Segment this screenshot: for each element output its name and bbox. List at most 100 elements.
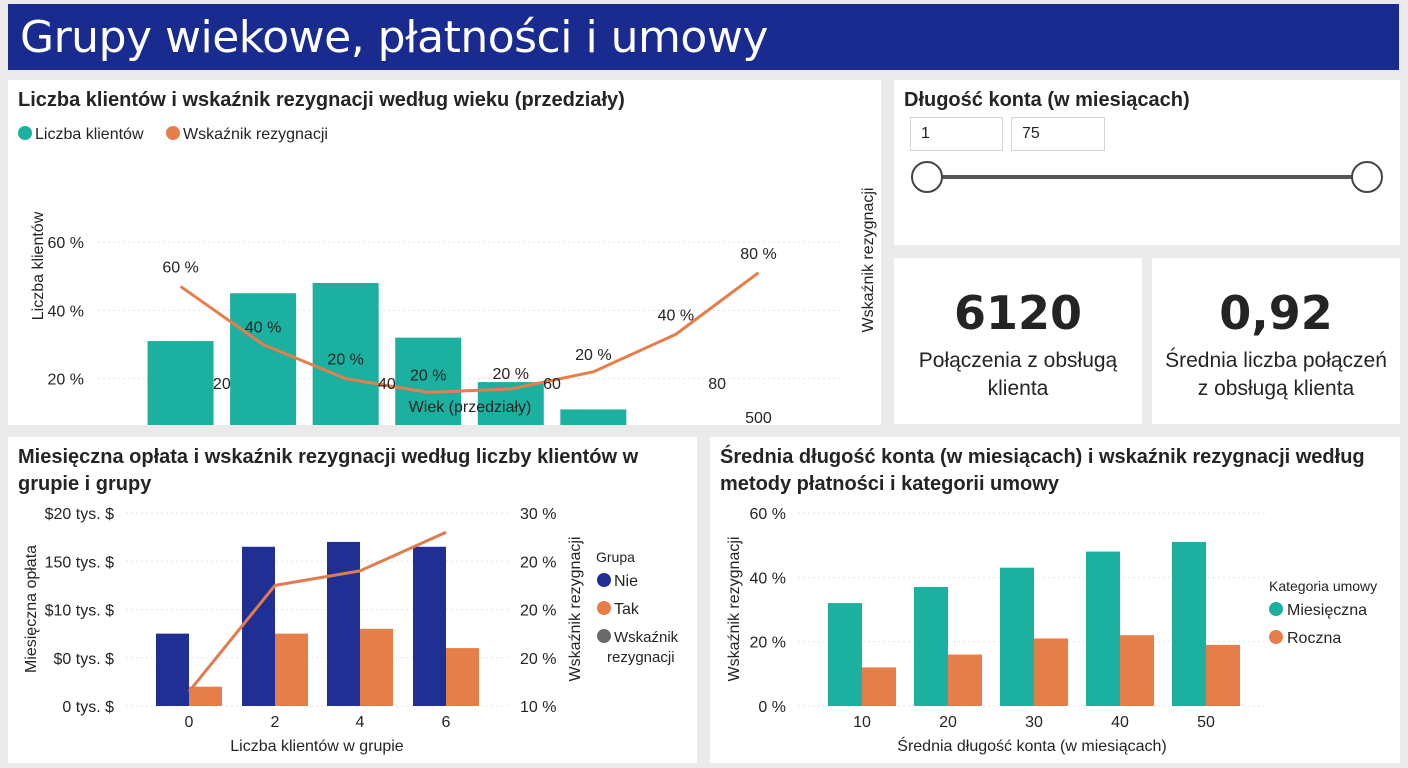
data-label-churn: 40 % <box>658 307 694 324</box>
y-tick-label: 40 % <box>48 303 84 320</box>
x-tick-label: 0 <box>185 714 194 731</box>
slicer-panel: Długość konta (w miesiącach) 1 75 <box>894 80 1400 245</box>
x-tick-label: 20 <box>213 376 231 393</box>
legend-marker-no <box>597 573 611 587</box>
slicer-min-handle[interactable] <box>911 161 943 193</box>
bar-group-no <box>327 541 360 706</box>
bar-customers <box>395 337 462 425</box>
bar-group-yes <box>275 633 308 706</box>
legend-marker-yearly <box>1269 630 1283 644</box>
data-label-churn: 20 % <box>327 352 363 369</box>
y-tick-label: 60 % <box>750 506 786 523</box>
y2-tick-label: 20 % <box>520 603 556 620</box>
y-tick-label: 0 tys. $ <box>62 699 114 716</box>
x-tick-label: 4 <box>356 714 365 731</box>
chart3-title-2: metody płatności i kategorii umowy <box>720 473 1059 495</box>
legend-title: Grupa <box>596 549 635 565</box>
y-axis-title: Miesięczna opłata <box>23 545 40 673</box>
legend-label-churn-1: Wskaźnik <box>614 629 679 646</box>
x-tick-label: 6 <box>442 714 451 731</box>
line-churn-rate <box>179 271 760 394</box>
bar-group-no <box>156 633 189 706</box>
x-tick-label: 50 <box>1197 714 1215 731</box>
legend-marker-churn <box>597 629 611 643</box>
x-axis-title: Wiek (przedziały) <box>409 399 532 416</box>
x-tick-label: 40 <box>378 376 396 393</box>
slicer-min-input[interactable]: 1 <box>910 117 1003 151</box>
bar-customers <box>560 409 627 425</box>
bar-monthly <box>914 586 948 706</box>
chart3-panel: Średnia długość konta (w miesiącach) i w… <box>710 437 1400 763</box>
bar-group-yes <box>446 648 479 706</box>
y2-tick-label: 30 % <box>520 506 556 523</box>
legend-title: Kategoria umowy <box>1269 578 1377 594</box>
bar-monthly <box>1086 551 1120 706</box>
y-tick-label: $0 tys. $ <box>54 651 115 668</box>
data-label-churn: 20 % <box>575 347 611 364</box>
bar-monthly <box>1172 541 1206 706</box>
bar-yearly <box>862 667 896 706</box>
bar-group-yes <box>189 686 222 706</box>
slicer-max-handle[interactable] <box>1351 161 1383 193</box>
y2-axis-title: Wskaźnik rezygnacji <box>860 188 877 333</box>
kpi-calls-card: 6120 Połączenia z obsługą klienta <box>894 258 1142 424</box>
chart3-title-1: Średnia długość konta (w miesiącach) i w… <box>720 446 1365 468</box>
y-tick-label: $10 tys. $ <box>45 603 114 620</box>
data-label-churn: 60 % <box>162 259 198 276</box>
y-tick-label: 20 % <box>750 635 786 652</box>
y2-axis-title: Wskaźnik rezygnacji <box>567 537 584 682</box>
y-tick-label: 40 % <box>750 570 786 587</box>
x-tick-label: 20 <box>939 714 957 731</box>
legend-label-yearly: Roczna <box>1287 630 1341 647</box>
bar-customers <box>147 341 214 425</box>
chart1-title: Liczba klientów i wskaźnik rezygnacji we… <box>18 89 625 111</box>
legend-marker-yes <box>597 601 611 615</box>
y2-tick-label: 10 % <box>520 699 556 716</box>
bar-monthly <box>1000 567 1034 706</box>
legend-label-churn: Wskaźnik rezygnacji <box>183 126 328 143</box>
y-tick-label: 20 % <box>48 372 84 389</box>
x-tick-label: 40 <box>1111 714 1129 731</box>
chart2-svg: $20 tys. $30 %150 tys. $20 %$10 tys. $20… <box>23 506 679 755</box>
legend-label-customers: Liczba klientów <box>35 126 144 143</box>
header-bar: Grupy wiekowe, płatności i umowy <box>8 4 1399 70</box>
bar-yearly <box>948 654 982 706</box>
page-title: Grupy wiekowe, płatności i umowy <box>20 12 768 63</box>
y-axis-title: Liczba klientów <box>30 211 47 320</box>
chart1-svg: Liczba klientów Wskaźnik rezygnacji 60 % 40… <box>18 126 877 425</box>
x-axis-title: Średnia długość konta (w miesiącach) <box>897 736 1166 755</box>
chart1-panel: Liczba klientów i wskaźnik rezygnacji we… <box>8 80 881 425</box>
bar-yearly <box>1120 635 1154 706</box>
data-label-churn: 40 % <box>245 320 281 337</box>
x-tick-label: 10 <box>853 714 871 731</box>
y-tick-label: $20 tys. $ <box>45 506 114 523</box>
kpi-calls-label-2: klienta <box>987 377 1049 400</box>
kpi-calls-value: 6120 <box>953 286 1083 340</box>
kpi-avg-calls-label-1: Średnia liczba połączeń <box>1165 349 1387 372</box>
chart2-title-2: grupie i grupy <box>18 473 152 495</box>
y2-tick-label: 20 % <box>520 554 556 571</box>
x-tick-label: 30 <box>1025 714 1043 731</box>
bar-yearly <box>1206 644 1240 706</box>
legend-marker-monthly <box>1269 602 1283 616</box>
kpi-avg-calls-value: 0,92 <box>1219 286 1333 340</box>
line-churn-rate <box>187 530 447 693</box>
legend-label-no: Nie <box>614 573 638 590</box>
kpi-avg-calls-label-2: z obsługą klienta <box>1197 377 1355 400</box>
bar-yearly <box>1034 638 1068 706</box>
legend-marker-customers <box>18 126 32 140</box>
bar-group-no <box>242 546 275 706</box>
chart2-panel: Miesięczna opłata i wskaźnik rezygnacji … <box>8 437 697 763</box>
chart2-title-1: Miesięczna opłata i wskaźnik rezygnacji … <box>18 446 639 468</box>
bar-monthly <box>828 603 862 706</box>
slicer-max-input[interactable]: 75 <box>1011 117 1105 151</box>
y2-tick-label: 20 % <box>520 651 556 668</box>
legend-marker-churn <box>166 126 180 140</box>
data-label-churn: 80 % <box>740 246 776 263</box>
slicer-track[interactable] <box>927 175 1367 179</box>
legend-label-monthly: Miesięczna <box>1287 602 1367 619</box>
x-tick-label: 60 <box>543 376 561 393</box>
data-label-customers: 500 <box>745 410 772 425</box>
bar-group-yes <box>360 628 393 706</box>
kpi-calls-label-1: Połączenia z obsługą <box>918 349 1118 372</box>
